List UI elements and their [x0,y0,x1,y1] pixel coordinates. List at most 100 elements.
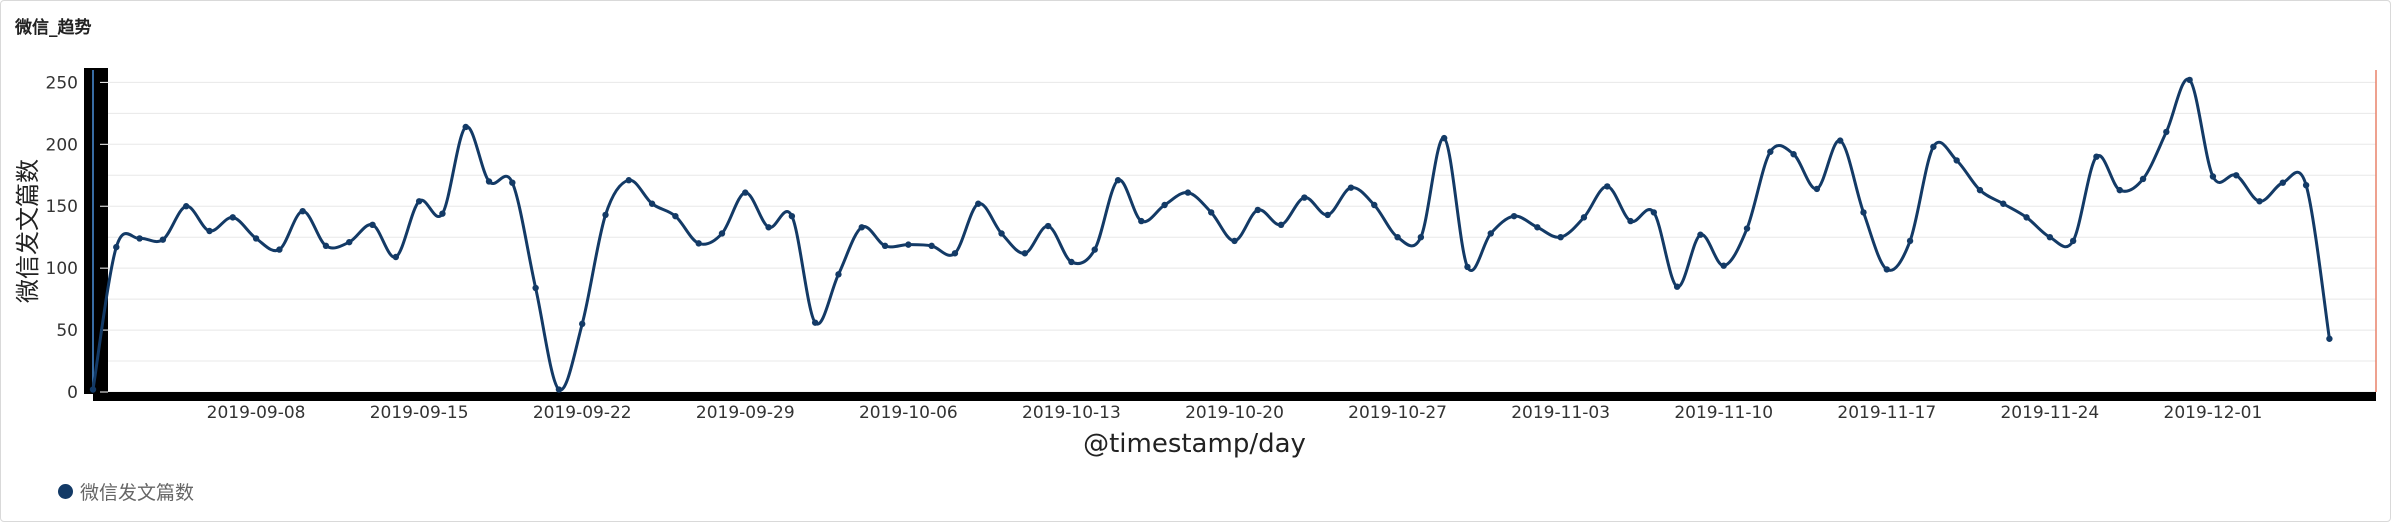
data-point [2279,179,2287,186]
data-point [648,200,656,207]
data-point [113,243,120,251]
data-point [2209,173,2217,180]
data-point [1487,230,1494,237]
data-point [2163,128,2170,136]
data-point [206,227,213,235]
data-point [485,178,493,185]
data-point [718,230,726,237]
series-line [91,77,2331,392]
data-point [1510,212,1518,220]
y-tick-label: 200 [46,135,78,155]
data-point [322,242,330,250]
x-tick-label: 2019-10-20 [1185,403,1284,423]
data-point [1790,151,1797,158]
x-tick-label: 2019-09-08 [207,403,306,423]
data-point [765,224,772,231]
data-point [811,319,819,326]
data-point [1720,262,1727,269]
data-point [2046,233,2054,241]
data-point [1324,211,1331,219]
x-tick-label: 2019-11-10 [1674,403,1773,423]
data-point [1860,209,1867,216]
data-point [1464,263,1471,271]
data-point [1371,201,1378,209]
data-point [1301,194,1308,201]
data-point [2326,335,2333,342]
data-point [905,241,912,248]
data-point [2302,181,2310,189]
x-tick-label: 2019-10-06 [859,403,958,423]
data-point [1208,209,1215,216]
data-point [1557,233,1564,241]
data-point [1254,206,1261,214]
data-point [229,214,236,221]
data-point [998,230,1005,237]
data-point [602,211,609,219]
data-point [1394,233,1401,241]
data-point [369,221,376,229]
data-point [881,242,889,250]
data-point [1650,209,1658,216]
data-point [625,177,633,184]
data-point [1627,217,1634,225]
data-point [1976,186,1984,194]
data-point [555,386,563,393]
data-point [182,203,190,210]
data-point [1347,184,1355,191]
grid-lines [93,81,2376,393]
data-point [1417,233,1425,241]
data-point [975,200,982,207]
data-point [252,235,260,242]
data-point [2093,153,2100,160]
data-point [1580,214,1588,221]
x-axis-title: @timestamp/day [1083,429,1306,459]
data-point [1767,148,1774,155]
legend-marker-icon [58,484,73,499]
data-point [2069,237,2077,245]
panel-title: 微信_趋势 [15,18,92,38]
data-point [1440,134,1448,142]
data-point [1114,177,1122,184]
data-point [835,271,842,278]
data-point [299,207,306,215]
data-point [346,238,353,246]
data-point [579,320,586,328]
axis-labels: 0 50 100 150 200 250 2019-09-08 2019-09-15 2019-… [14,73,2262,459]
x-tick-label: 2019-12-01 [2164,403,2263,423]
data-point [1743,225,1751,232]
data-point [1231,237,1238,245]
data-point [1091,246,1098,253]
axes [84,68,2377,401]
y-tick-label: 0 [67,383,78,403]
data-point [532,284,539,292]
y-tick-label: 250 [46,73,78,93]
data-point [2023,214,2030,221]
data-point [392,253,400,261]
data-point [89,386,97,393]
data-point [2256,198,2263,205]
data-point [1906,237,1914,245]
data-point [1138,217,1145,225]
y-axis-bar [84,68,108,394]
series-layer [89,76,2333,393]
data-point [928,242,935,250]
data-point [1044,222,1052,230]
data-point [788,212,796,220]
data-point [1184,189,1192,196]
data-point [462,123,469,131]
data-point [1673,283,1681,290]
data-point [1534,224,1541,231]
x-tick-label: 2019-10-13 [1022,403,1121,423]
data-point [2233,172,2240,179]
data-point [1161,201,1168,209]
data-point [1068,258,1075,266]
data-point [1604,183,1611,190]
data-point [136,235,143,242]
x-tick-label: 2019-11-24 [2000,403,2099,423]
data-point [2139,175,2147,183]
data-point [159,236,167,243]
data-point [2116,186,2123,194]
legend[interactable]: 微信发文篇数 [58,478,194,505]
data-point [695,240,702,247]
